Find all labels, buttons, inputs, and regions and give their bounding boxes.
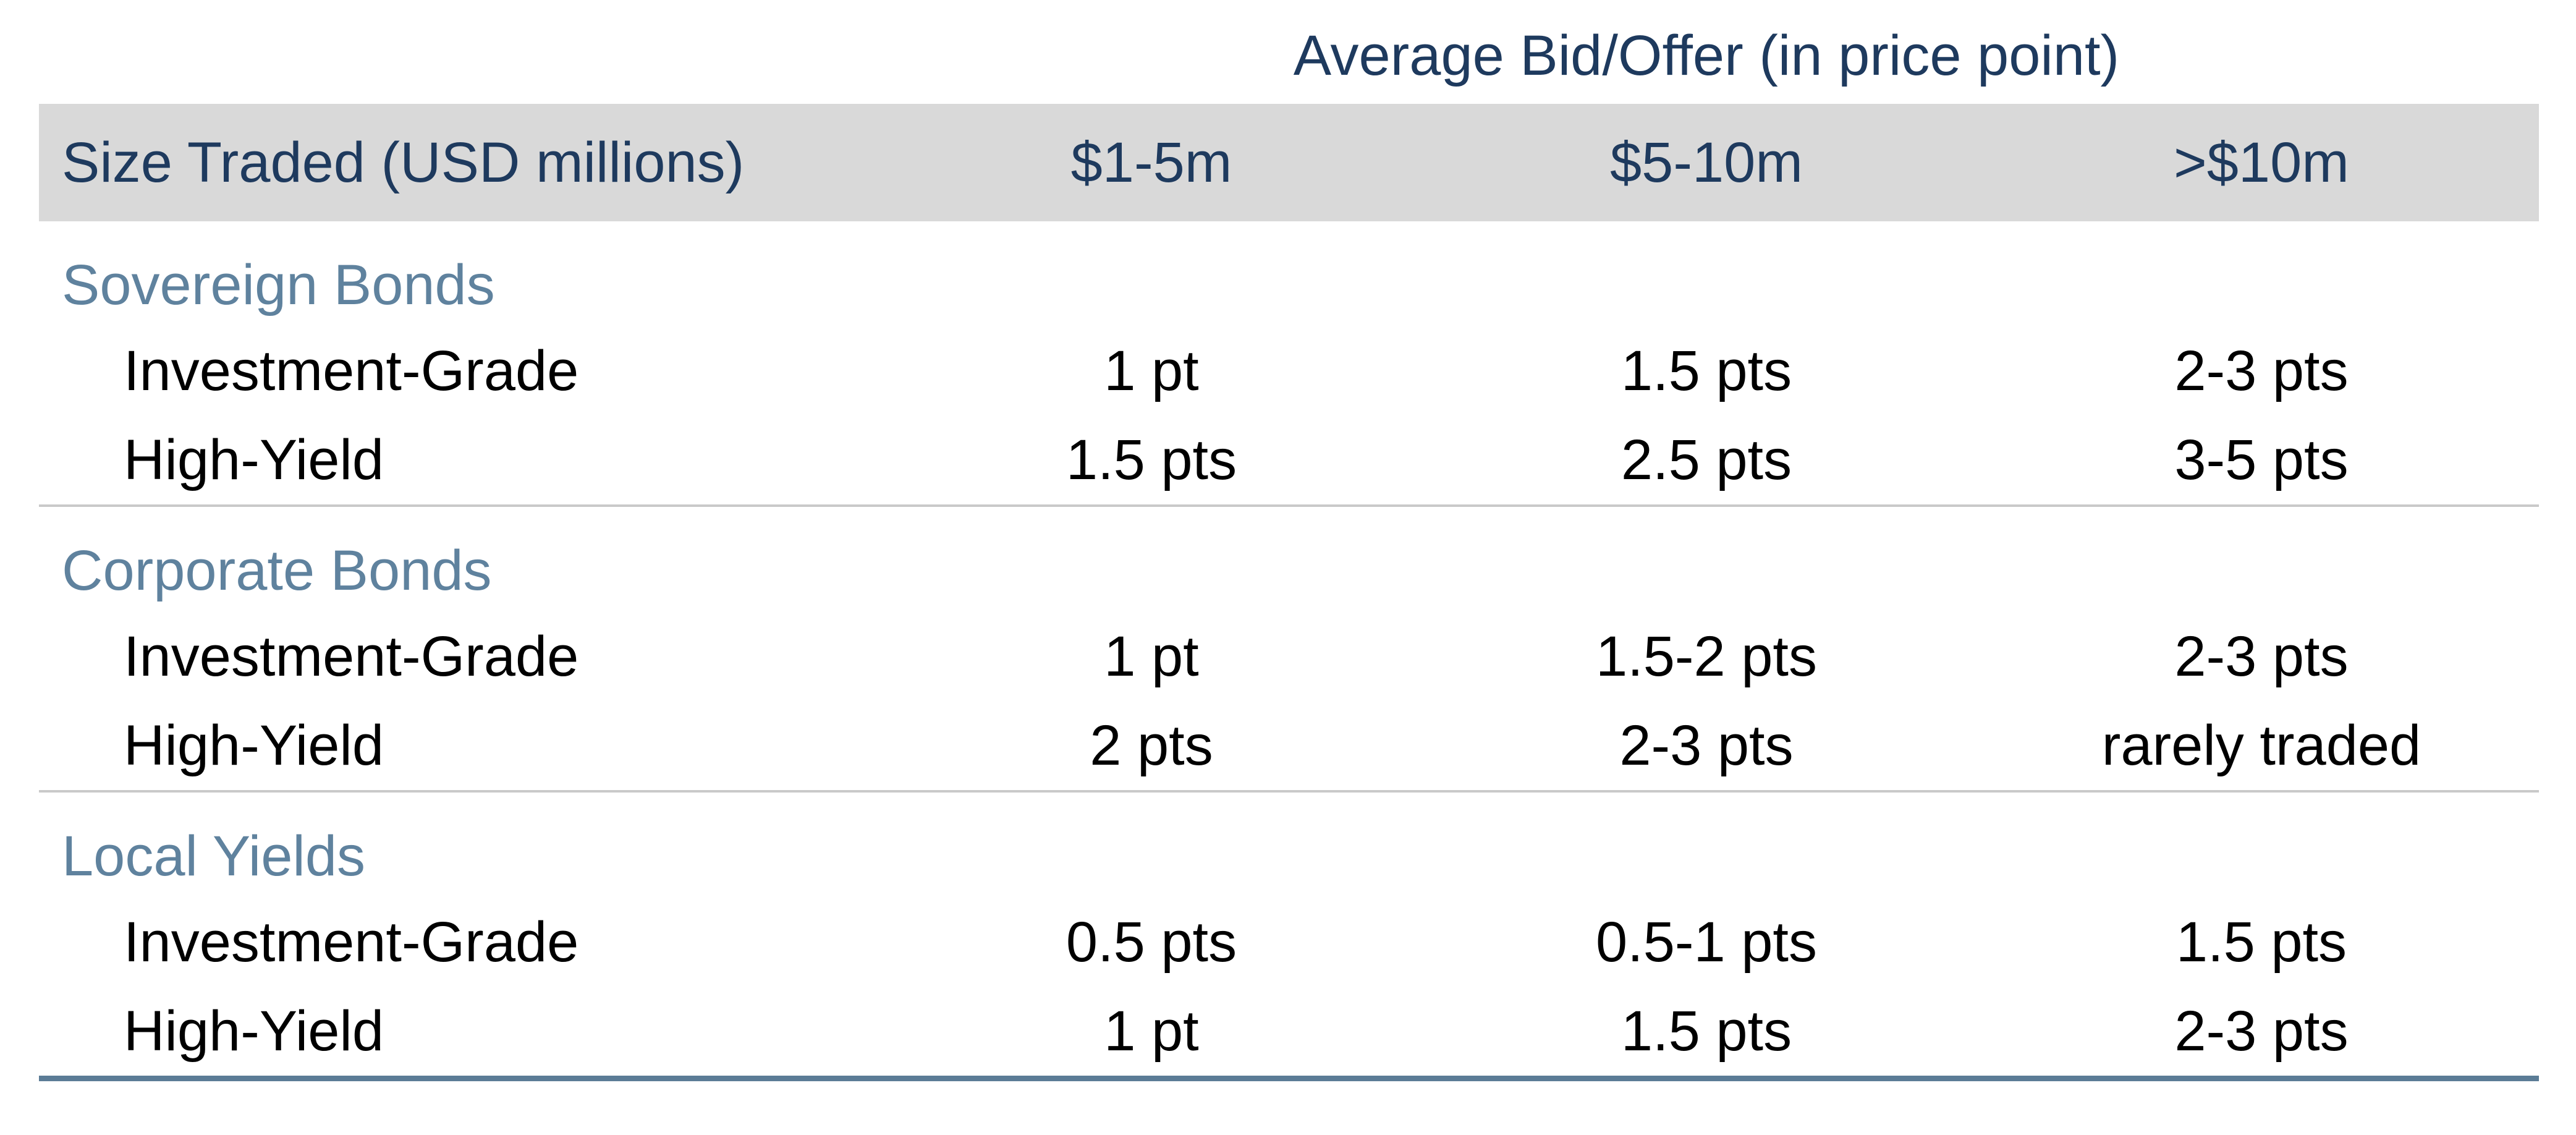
- row-label: High-Yield: [124, 999, 384, 1063]
- cell-value: 2 pts: [1090, 713, 1213, 777]
- row-label: High-Yield: [124, 713, 384, 777]
- table-bottom-rule: [39, 1076, 2539, 1081]
- row-label: Investment-Grade: [124, 339, 579, 402]
- column-header-size-traded: Size Traded (USD millions): [62, 130, 745, 194]
- cell-value: 0.5 pts: [1066, 910, 1237, 974]
- cell-value: 1.5 pts: [2176, 910, 2347, 974]
- cell-value: 2.5 pts: [1621, 428, 1792, 491]
- bid-offer-table: Average Bid/Offer (in price point) Size …: [39, 0, 2539, 1081]
- section-header-local-yields: Local Yields: [39, 793, 2539, 898]
- table-row: Investment-Grade 1 pt 1.5-2 pts 2-3 pts: [39, 612, 2539, 701]
- header-band: Size Traded (USD millions) $1-5m $5-10m …: [39, 104, 2539, 221]
- column-header-1-5m: $1-5m: [1070, 130, 1232, 194]
- row-label: Investment-Grade: [124, 624, 579, 688]
- section-header-corporate-bonds: Corporate Bonds: [39, 507, 2539, 612]
- cell-value: 1.5 pts: [1621, 999, 1792, 1063]
- table-row: High-Yield 1.5 pts 2.5 pts 3-5 pts: [39, 415, 2539, 504]
- column-header-over-10m: >$10m: [2174, 130, 2349, 194]
- section-divider: [39, 504, 2539, 507]
- table-row: Investment-Grade 1 pt 1.5 pts 2-3 pts: [39, 326, 2539, 415]
- table-title: Average Bid/Offer (in price point): [1293, 24, 2120, 88]
- row-label: High-Yield: [124, 428, 384, 491]
- cell-value: 1 pt: [1104, 624, 1199, 688]
- cell-value: 2-3 pts: [2174, 339, 2349, 402]
- section-divider: [39, 790, 2539, 793]
- table-row: High-Yield 1 pt 1.5 pts 2-3 pts: [39, 987, 2539, 1076]
- table-title-row: Average Bid/Offer (in price point): [39, 0, 2539, 104]
- cell-value: 2-3 pts: [2174, 624, 2349, 688]
- cell-value: 0.5-1 pts: [1596, 910, 1817, 974]
- cell-value: rarely traded: [2101, 713, 2421, 777]
- cell-value: 1.5-2 pts: [1596, 624, 1817, 688]
- column-header-5-10m: $5-10m: [1610, 130, 1803, 194]
- row-label: Investment-Grade: [124, 910, 579, 974]
- table-row: High-Yield 2 pts 2-3 pts rarely traded: [39, 701, 2539, 790]
- cell-value: 1 pt: [1104, 339, 1199, 402]
- cell-value: 2-3 pts: [2174, 999, 2349, 1063]
- cell-value: 1.5 pts: [1621, 339, 1792, 402]
- section-title: Corporate Bonds: [62, 539, 492, 602]
- section-title: Local Yields: [62, 825, 365, 888]
- cell-value: 2-3 pts: [1619, 713, 1794, 777]
- table-row: Investment-Grade 0.5 pts 0.5-1 pts 1.5 p…: [39, 898, 2539, 987]
- section-title: Sovereign Bonds: [62, 253, 495, 317]
- cell-value: 1.5 pts: [1066, 428, 1237, 491]
- cell-value: 1 pt: [1104, 999, 1199, 1063]
- section-header-sovereign-bonds: Sovereign Bonds: [39, 221, 2539, 326]
- cell-value: 3-5 pts: [2174, 428, 2349, 491]
